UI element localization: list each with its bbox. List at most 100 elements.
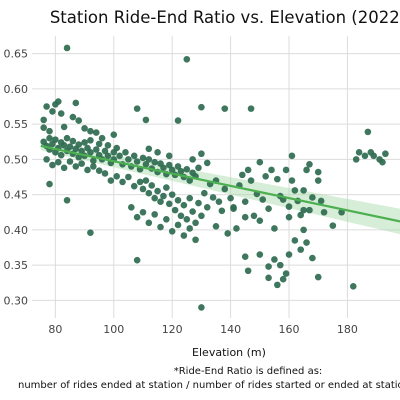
data-point bbox=[241, 253, 249, 260]
data-point bbox=[46, 134, 53, 142]
data-point bbox=[145, 156, 153, 163]
chart-title: Station Ride-End Ratio vs. Elevation (20… bbox=[50, 8, 400, 27]
data-point bbox=[183, 55, 191, 63]
data-point bbox=[195, 164, 202, 172]
data-point bbox=[288, 152, 296, 160]
data-point bbox=[198, 103, 205, 111]
data-point bbox=[160, 192, 167, 200]
data-point bbox=[49, 161, 56, 169]
data-point bbox=[227, 194, 234, 202]
data-point bbox=[171, 206, 179, 214]
data-point bbox=[63, 44, 71, 52]
data-point bbox=[125, 173, 132, 181]
data-point bbox=[306, 161, 313, 168]
data-point bbox=[139, 208, 147, 216]
data-point bbox=[265, 263, 272, 270]
data-point bbox=[157, 223, 164, 231]
data-point bbox=[285, 251, 293, 258]
data-point bbox=[165, 152, 173, 160]
y-tick-label: 0.40 bbox=[4, 224, 29, 237]
data-point bbox=[265, 205, 272, 213]
data-point bbox=[133, 105, 141, 112]
y-tick-label: 0.35 bbox=[4, 259, 29, 272]
data-point bbox=[314, 168, 322, 176]
data-point bbox=[165, 200, 173, 208]
x-axis-ticks: 80 100 120 140 160 180 bbox=[48, 323, 358, 336]
data-point bbox=[174, 163, 182, 170]
regression-line bbox=[40, 144, 400, 223]
plot-area bbox=[32, 36, 400, 318]
data-point bbox=[107, 177, 115, 184]
data-point bbox=[110, 131, 118, 138]
data-point bbox=[186, 225, 194, 232]
data-point bbox=[382, 150, 389, 158]
data-point bbox=[352, 156, 360, 163]
data-point bbox=[163, 184, 170, 191]
data-point bbox=[154, 149, 161, 156]
data-point bbox=[133, 256, 141, 264]
x-tick-label: 160 bbox=[279, 323, 300, 336]
data-point bbox=[361, 152, 369, 160]
x-tick-label: 100 bbox=[103, 323, 124, 336]
footnote-line-1: *Ride-End Ratio is defined as: bbox=[174, 366, 323, 377]
data-point bbox=[168, 166, 176, 174]
data-point bbox=[241, 213, 249, 221]
data-point bbox=[309, 254, 316, 262]
data-point bbox=[163, 216, 170, 223]
data-point bbox=[212, 223, 220, 230]
data-point bbox=[244, 267, 252, 275]
data-point bbox=[198, 304, 205, 311]
data-point bbox=[276, 261, 284, 269]
data-point bbox=[133, 158, 141, 165]
data-point bbox=[90, 157, 97, 165]
data-point bbox=[291, 187, 299, 194]
data-point bbox=[57, 110, 65, 117]
data-point bbox=[40, 116, 47, 124]
data-point bbox=[95, 167, 103, 174]
data-point bbox=[297, 246, 304, 253]
data-point bbox=[224, 230, 231, 237]
data-point bbox=[250, 212, 258, 220]
data-point bbox=[271, 225, 278, 232]
data-point bbox=[54, 158, 62, 166]
data-point bbox=[306, 206, 313, 214]
data-point bbox=[168, 227, 176, 235]
data-point bbox=[151, 211, 158, 218]
data-point bbox=[104, 152, 112, 160]
data-point bbox=[87, 137, 94, 144]
y-axis-ticks: 0.30 0.35 0.40 0.45 0.50 0.55 0.60 0.65 bbox=[4, 48, 29, 308]
data-point bbox=[130, 182, 138, 190]
data-point bbox=[230, 205, 237, 213]
y-tick-label: 0.50 bbox=[4, 153, 29, 166]
data-point bbox=[349, 282, 357, 290]
data-point bbox=[54, 98, 62, 105]
data-point bbox=[78, 147, 85, 155]
data-point bbox=[75, 153, 83, 161]
data-point bbox=[119, 178, 126, 186]
data-point bbox=[259, 196, 267, 203]
data-point bbox=[370, 152, 378, 160]
data-point bbox=[314, 177, 322, 184]
data-point bbox=[60, 164, 68, 172]
data-point bbox=[203, 204, 211, 211]
data-point bbox=[183, 216, 191, 223]
data-point bbox=[271, 256, 278, 263]
data-point bbox=[174, 221, 182, 229]
data-point bbox=[317, 197, 325, 205]
data-point bbox=[87, 229, 94, 236]
data-point bbox=[75, 141, 83, 148]
data-point bbox=[300, 226, 307, 234]
data-point bbox=[151, 194, 158, 202]
data-point bbox=[215, 198, 223, 205]
data-point bbox=[256, 217, 264, 225]
y-tick-label: 0.30 bbox=[4, 294, 29, 307]
data-point bbox=[303, 166, 310, 174]
data-point bbox=[66, 143, 74, 150]
data-point bbox=[189, 156, 196, 163]
data-point bbox=[92, 146, 100, 153]
data-point bbox=[122, 149, 129, 156]
data-point bbox=[60, 141, 68, 149]
data-point bbox=[241, 198, 249, 205]
data-point bbox=[221, 105, 229, 112]
